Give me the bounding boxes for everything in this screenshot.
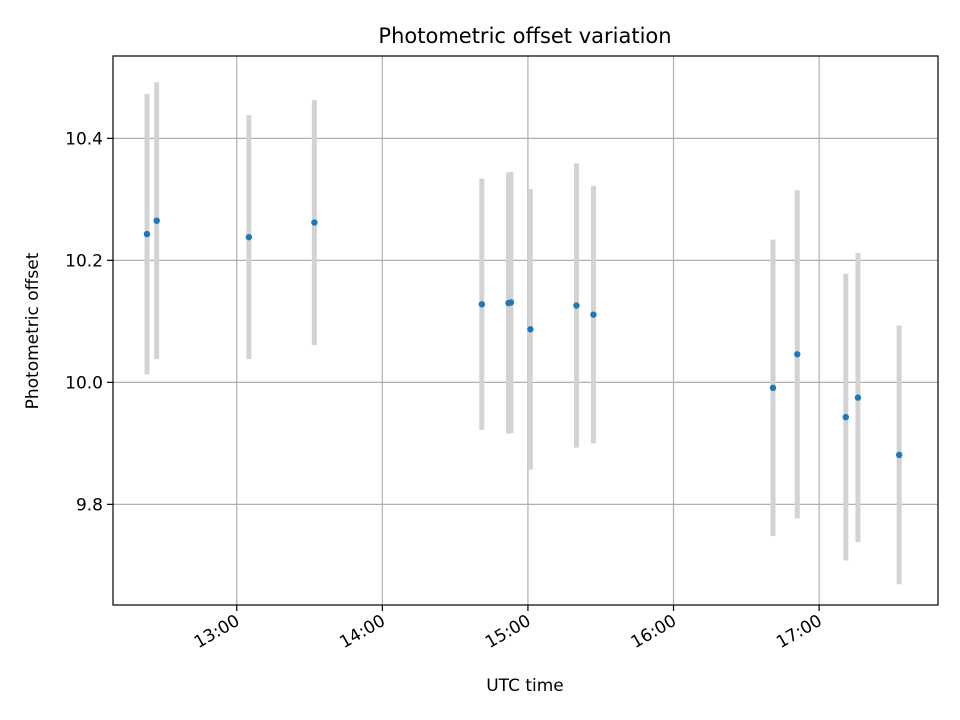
data-point — [573, 302, 580, 309]
data-point — [478, 301, 486, 308]
plot-frame — [112, 55, 939, 606]
data-points — [143, 217, 903, 459]
data-point — [153, 217, 160, 224]
y-tick-label: 9.8 — [76, 495, 103, 515]
data-point — [527, 326, 534, 333]
data-point — [507, 299, 515, 306]
data-point — [895, 451, 903, 459]
y-tick-label: 10.4 — [65, 129, 103, 149]
data-point — [311, 219, 318, 226]
y-tick-label: 10.0 — [65, 373, 103, 393]
x-axis-label: UTC time — [486, 676, 564, 696]
chart-title: Photometric offset variation — [378, 24, 671, 48]
data-point — [143, 230, 151, 238]
data-point — [842, 413, 849, 421]
data-point — [245, 233, 253, 241]
data-point — [794, 351, 801, 358]
y-tick-label: 10.2 — [65, 251, 103, 271]
data-point — [590, 311, 597, 318]
y-axis-label: Photometric offset — [23, 252, 43, 409]
data-point — [854, 394, 862, 401]
data-point — [769, 384, 777, 392]
